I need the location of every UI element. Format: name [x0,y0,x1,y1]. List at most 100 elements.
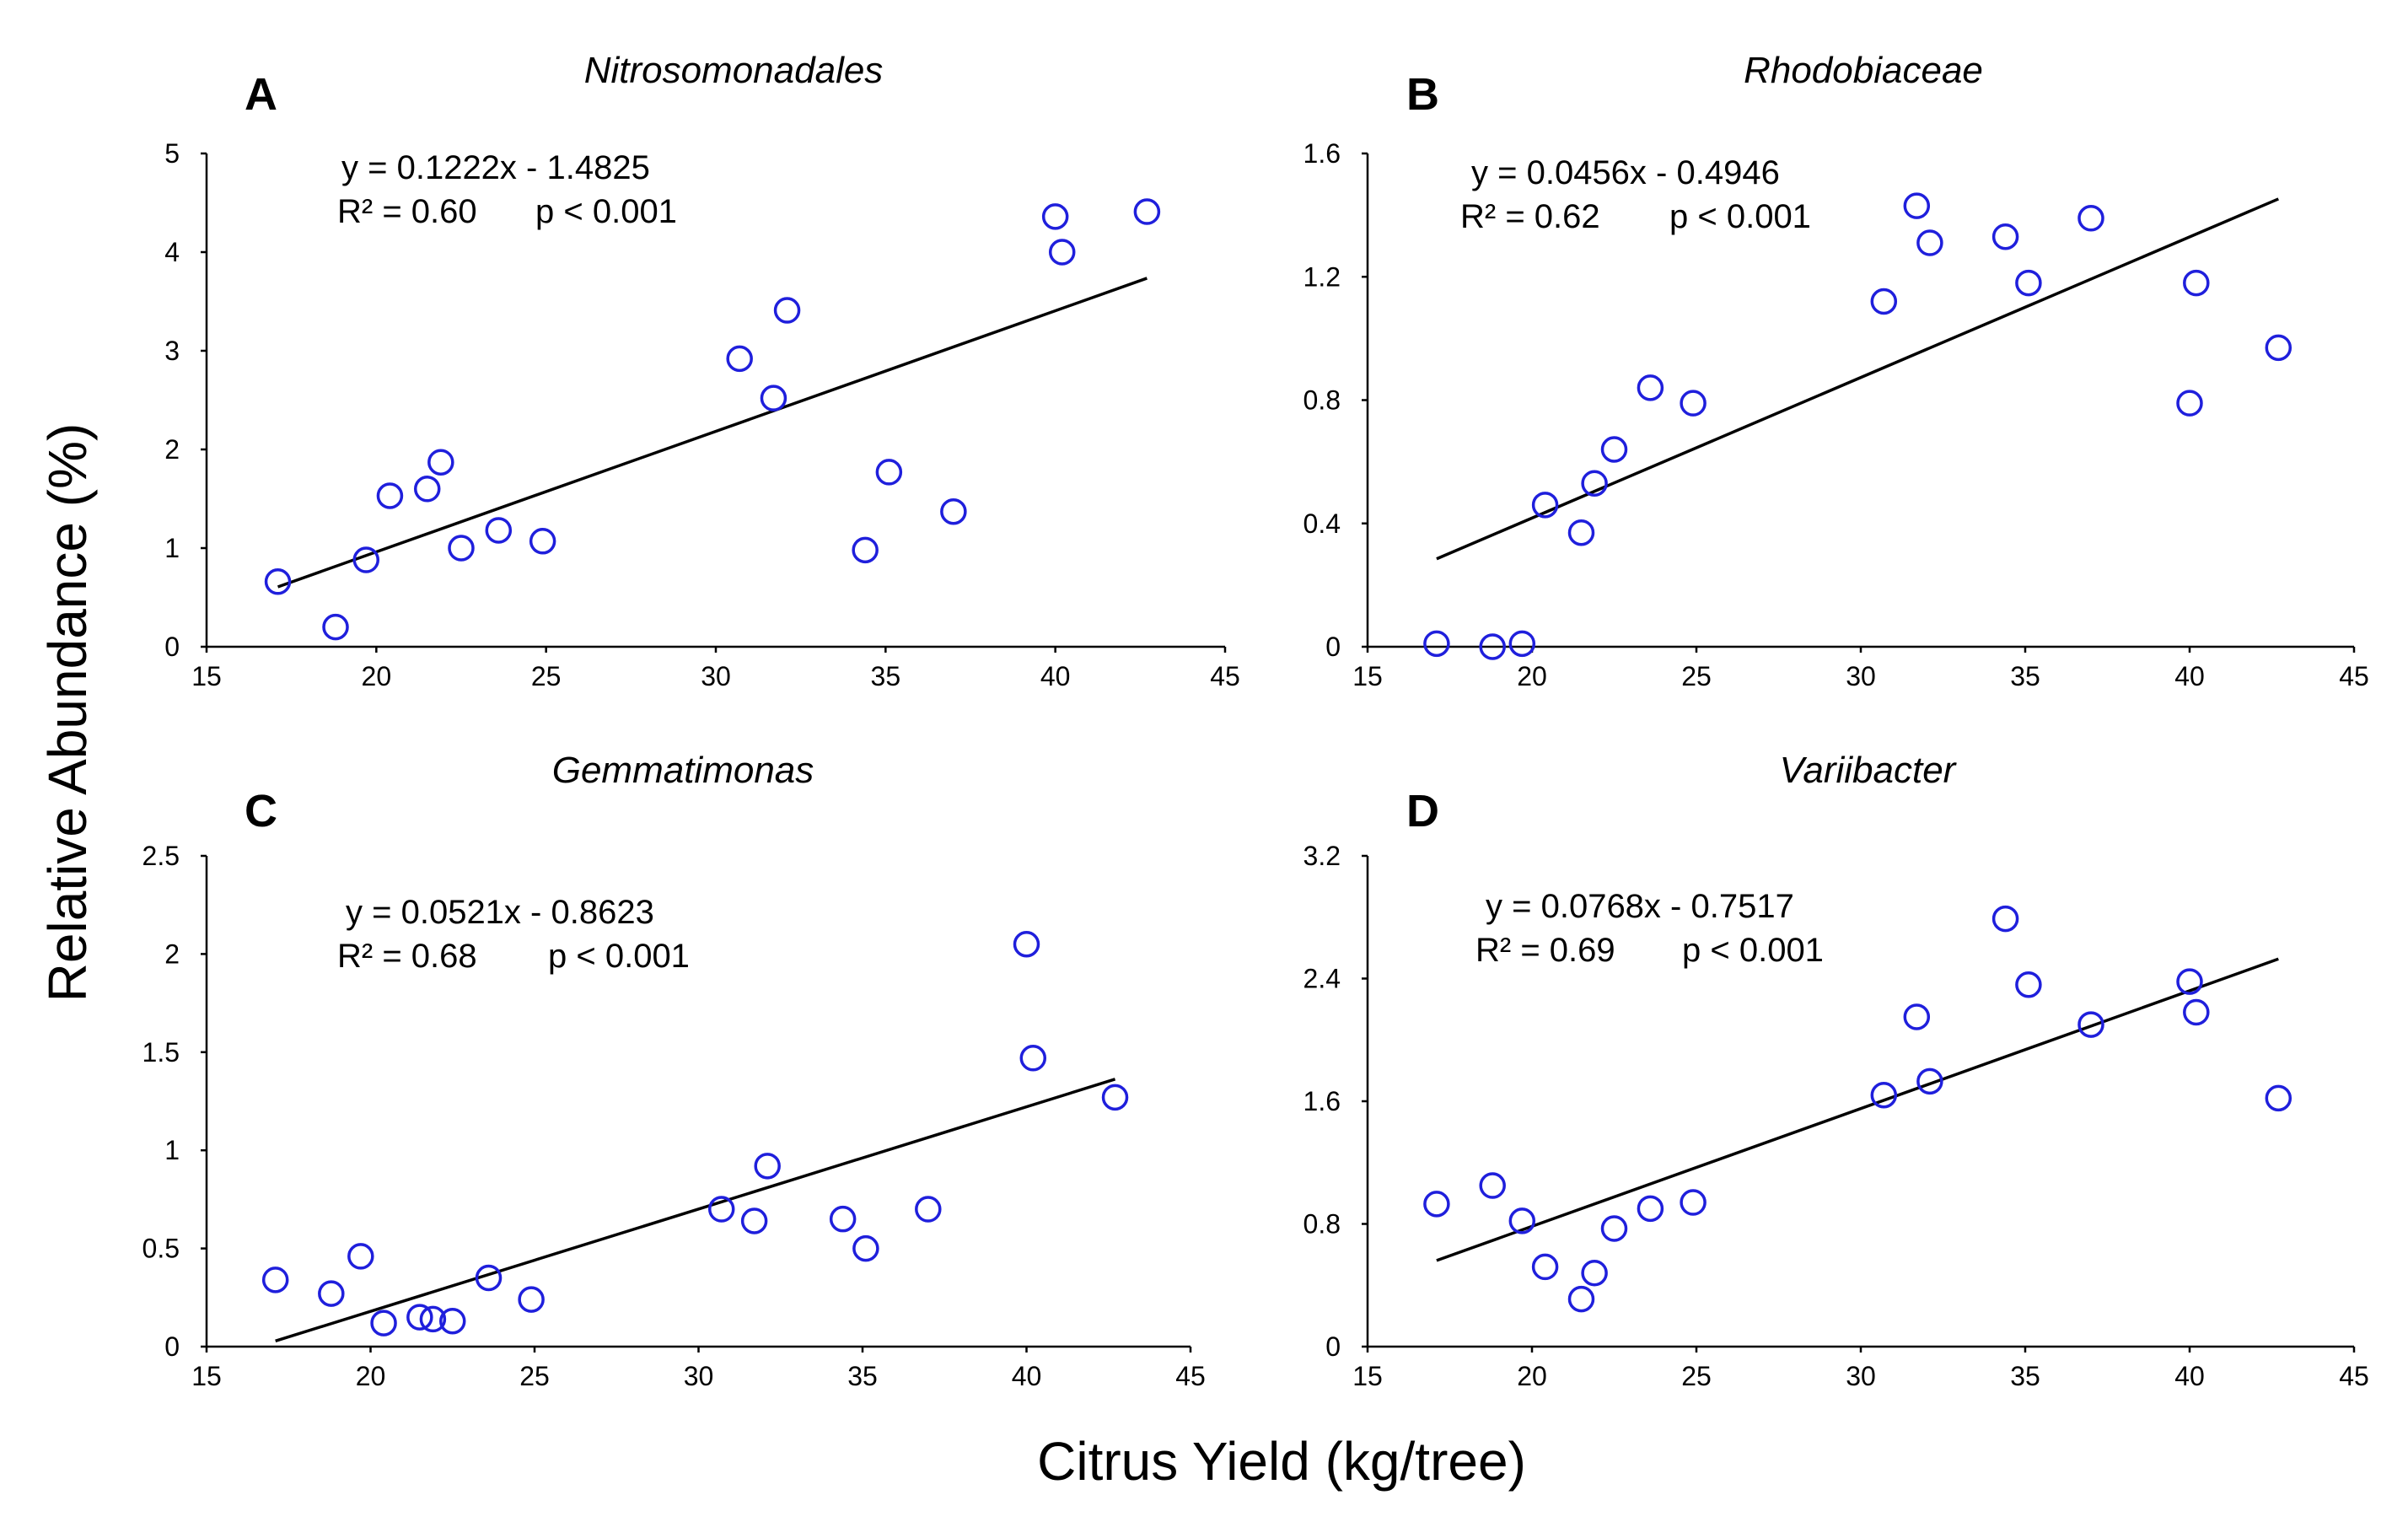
p-value-label: p < 0.001 [548,938,690,975]
x-tick-label: 20 [362,661,392,691]
panel-b: B Rhodobiaceae y = 0.0456x - 0.4946 R² =… [1303,50,2369,691]
data-point [1903,1003,1931,1030]
data-point [707,1196,735,1223]
data-point [773,297,801,324]
panel-title: Nitrosomonadales [584,50,884,91]
data-point [1870,1081,1898,1109]
data-point [754,1153,781,1180]
y-tick-label: 1 [164,1135,180,1165]
data-point [1567,519,1595,546]
y-tick-label: 2.4 [1303,964,1341,994]
data-point [2015,971,2042,998]
y-tick-label: 1.6 [1303,1086,1341,1116]
data-point [1680,390,1707,417]
panel-letter: D [1406,786,1439,836]
data-point [2015,269,2042,297]
x-tick-label: 15 [1352,661,1383,691]
data-point [1423,1191,1450,1218]
data-point [427,449,454,476]
x-tick-label: 45 [1210,661,1240,691]
data-point [1637,1195,1664,1223]
data-point [318,1280,345,1307]
data-point [2265,1084,2292,1112]
data-point [529,528,556,555]
data-point [1991,905,2019,933]
data-point [1600,436,1628,463]
x-tick-label: 20 [356,1361,386,1391]
data-point [875,459,903,486]
x-tick-label: 40 [1012,1361,1042,1391]
y-tick-label: 2 [164,938,180,969]
x-tick-label: 15 [1352,1361,1383,1391]
data-point [1508,1207,1536,1234]
data-point [1680,1189,1707,1216]
x-tick-label: 30 [701,661,731,691]
y-tick-label: 0 [164,1331,180,1362]
data-point [1013,931,1040,958]
x-tick-label: 30 [1846,1361,1876,1391]
data-point [1048,239,1076,266]
data-point [2176,968,2203,995]
y-tick-label: 0.5 [142,1234,180,1264]
y-tick-label: 3.2 [1303,841,1341,871]
panel-title: Variibacter [1780,750,1958,791]
x-tick-label: 25 [1681,1361,1712,1391]
panel-a: A Nitrosomonadales y = 0.1222x - 1.4825 … [164,50,1240,691]
y-tick-label: 0 [1325,632,1341,662]
data-point [2265,334,2292,362]
panel-title: Gemmatimonas [552,750,814,791]
panel-letter: B [1406,69,1439,120]
data-point [475,1264,503,1292]
p-value-label: p < 0.001 [535,193,677,230]
data-point [1916,229,1943,256]
x-tick-label: 40 [2174,1361,2205,1391]
x-tick-label: 45 [2339,1361,2369,1391]
data-point [1101,1084,1129,1111]
data-point [1423,630,1450,658]
data-point [448,535,475,562]
data-point [1637,374,1664,401]
x-tick-label: 15 [191,661,222,691]
shared-y-axis-title: Relative Abundance (%) [37,423,98,1003]
data-point [1581,1259,1608,1287]
data-point [406,1304,433,1331]
regression-line [1436,957,2279,1262]
data-point [2176,390,2203,417]
x-tick-label: 25 [531,661,562,691]
data-point [1133,198,1161,225]
x-tick-label: 45 [1175,1361,1206,1391]
data-point [1903,192,1931,219]
x-tick-label: 45 [2339,661,2369,691]
x-tick-label: 25 [1681,661,1712,691]
data-point [2077,205,2104,232]
y-tick-label: 4 [164,237,180,267]
data-point [1991,223,2019,250]
x-tick-label: 25 [519,1361,550,1391]
y-tick-label: 0 [1325,1331,1341,1362]
panel-c: C Gemmatimonas y = 0.0521x - 0.8623 R² =… [142,750,1206,1391]
y-tick-label: 3 [164,336,180,366]
r-squared-label: R² = 0.62 [1460,198,1600,235]
data-point [1531,492,1559,519]
data-point [370,1310,397,1336]
x-tick-label: 35 [2010,1361,2040,1391]
shared-x-axis-title: Citrus Yield (kg/tree) [1037,1431,1526,1492]
panel-d: D Variibacter y = 0.0768x - 0.7517 R² = … [1303,750,2369,1391]
p-value-label: p < 0.001 [1669,198,1811,235]
data-point [1479,1172,1506,1199]
data-point [1531,1253,1559,1281]
data-point [852,536,879,564]
data-point [439,1307,466,1335]
panel-letter: A [245,69,277,120]
y-tick-label: 0.8 [1303,385,1341,416]
x-tick-label: 40 [1040,661,1071,691]
regression-equation: y = 0.1222x - 1.4825 [341,149,650,186]
data-point [1870,288,1898,315]
y-tick-label: 0.8 [1303,1209,1341,1240]
y-tick-label: 1 [164,533,180,563]
data-point [760,385,787,411]
r-squared-label: R² = 0.69 [1475,932,1615,969]
data-point [413,476,441,503]
data-point [1581,470,1608,497]
